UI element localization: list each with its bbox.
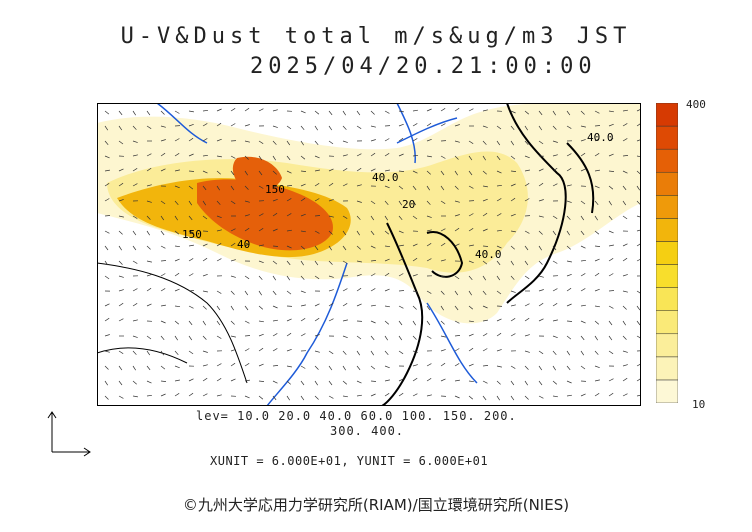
level-list: lev= 10.0 20.0 40.0 60.0 100. 150. 200. bbox=[196, 409, 517, 423]
colorbar bbox=[656, 103, 678, 403]
colorbar-cell bbox=[656, 264, 678, 288]
colorbar-cell bbox=[656, 125, 678, 150]
borders bbox=[97, 262, 248, 384]
title-variable: U-V&Dust total m/s&ug/m3 JST bbox=[120, 24, 632, 49]
level-list-cont: 300. 400. bbox=[330, 424, 405, 438]
colorbar-cell bbox=[656, 379, 678, 403]
contour-label: 150 bbox=[182, 228, 202, 241]
vector-units: XUNIT = 6.000E+01, YUNIT = 6.000E+01 bbox=[210, 454, 489, 468]
dust-map: 40.0 40.0 40.0 150 150 40 20 bbox=[97, 103, 641, 406]
colorbar-max-label: 400 bbox=[686, 98, 706, 111]
colorbar-cell bbox=[656, 356, 678, 381]
title-timestamp: 2025/04/20.21:00:00 bbox=[250, 54, 597, 79]
colorbar-cell bbox=[656, 103, 678, 127]
axis-indicator bbox=[47, 411, 91, 457]
colorbar-cell bbox=[656, 195, 678, 219]
colorbar-cell bbox=[656, 287, 678, 311]
contour-label: 20 bbox=[402, 198, 415, 211]
dust-peak-region-north bbox=[232, 156, 282, 192]
colorbar-cell bbox=[656, 333, 678, 358]
contour-label: 40 bbox=[237, 238, 250, 251]
map-frame bbox=[97, 103, 641, 406]
colorbar-cell bbox=[656, 171, 678, 196]
wind-vectors bbox=[104, 107, 641, 401]
contour-label: 150 bbox=[265, 183, 285, 196]
contour-label: 40.0 bbox=[475, 248, 502, 261]
rivers bbox=[156, 103, 478, 406]
colorbar-cell bbox=[656, 148, 678, 173]
contour-label: 40.0 bbox=[587, 131, 614, 144]
colorbar-cell bbox=[656, 310, 678, 335]
copyright-notice: ©九州大学応用力学研究所(RIAM)/国立環境研究所(NIES) bbox=[182, 496, 570, 514]
colorbar-cell bbox=[656, 218, 678, 242]
dust-peak-region bbox=[197, 179, 333, 251]
coastlines bbox=[381, 103, 595, 406]
colorbar-min-label: 10 bbox=[692, 398, 706, 411]
colorbar-cell bbox=[656, 241, 678, 265]
contour-label: 40.0 bbox=[372, 171, 399, 184]
